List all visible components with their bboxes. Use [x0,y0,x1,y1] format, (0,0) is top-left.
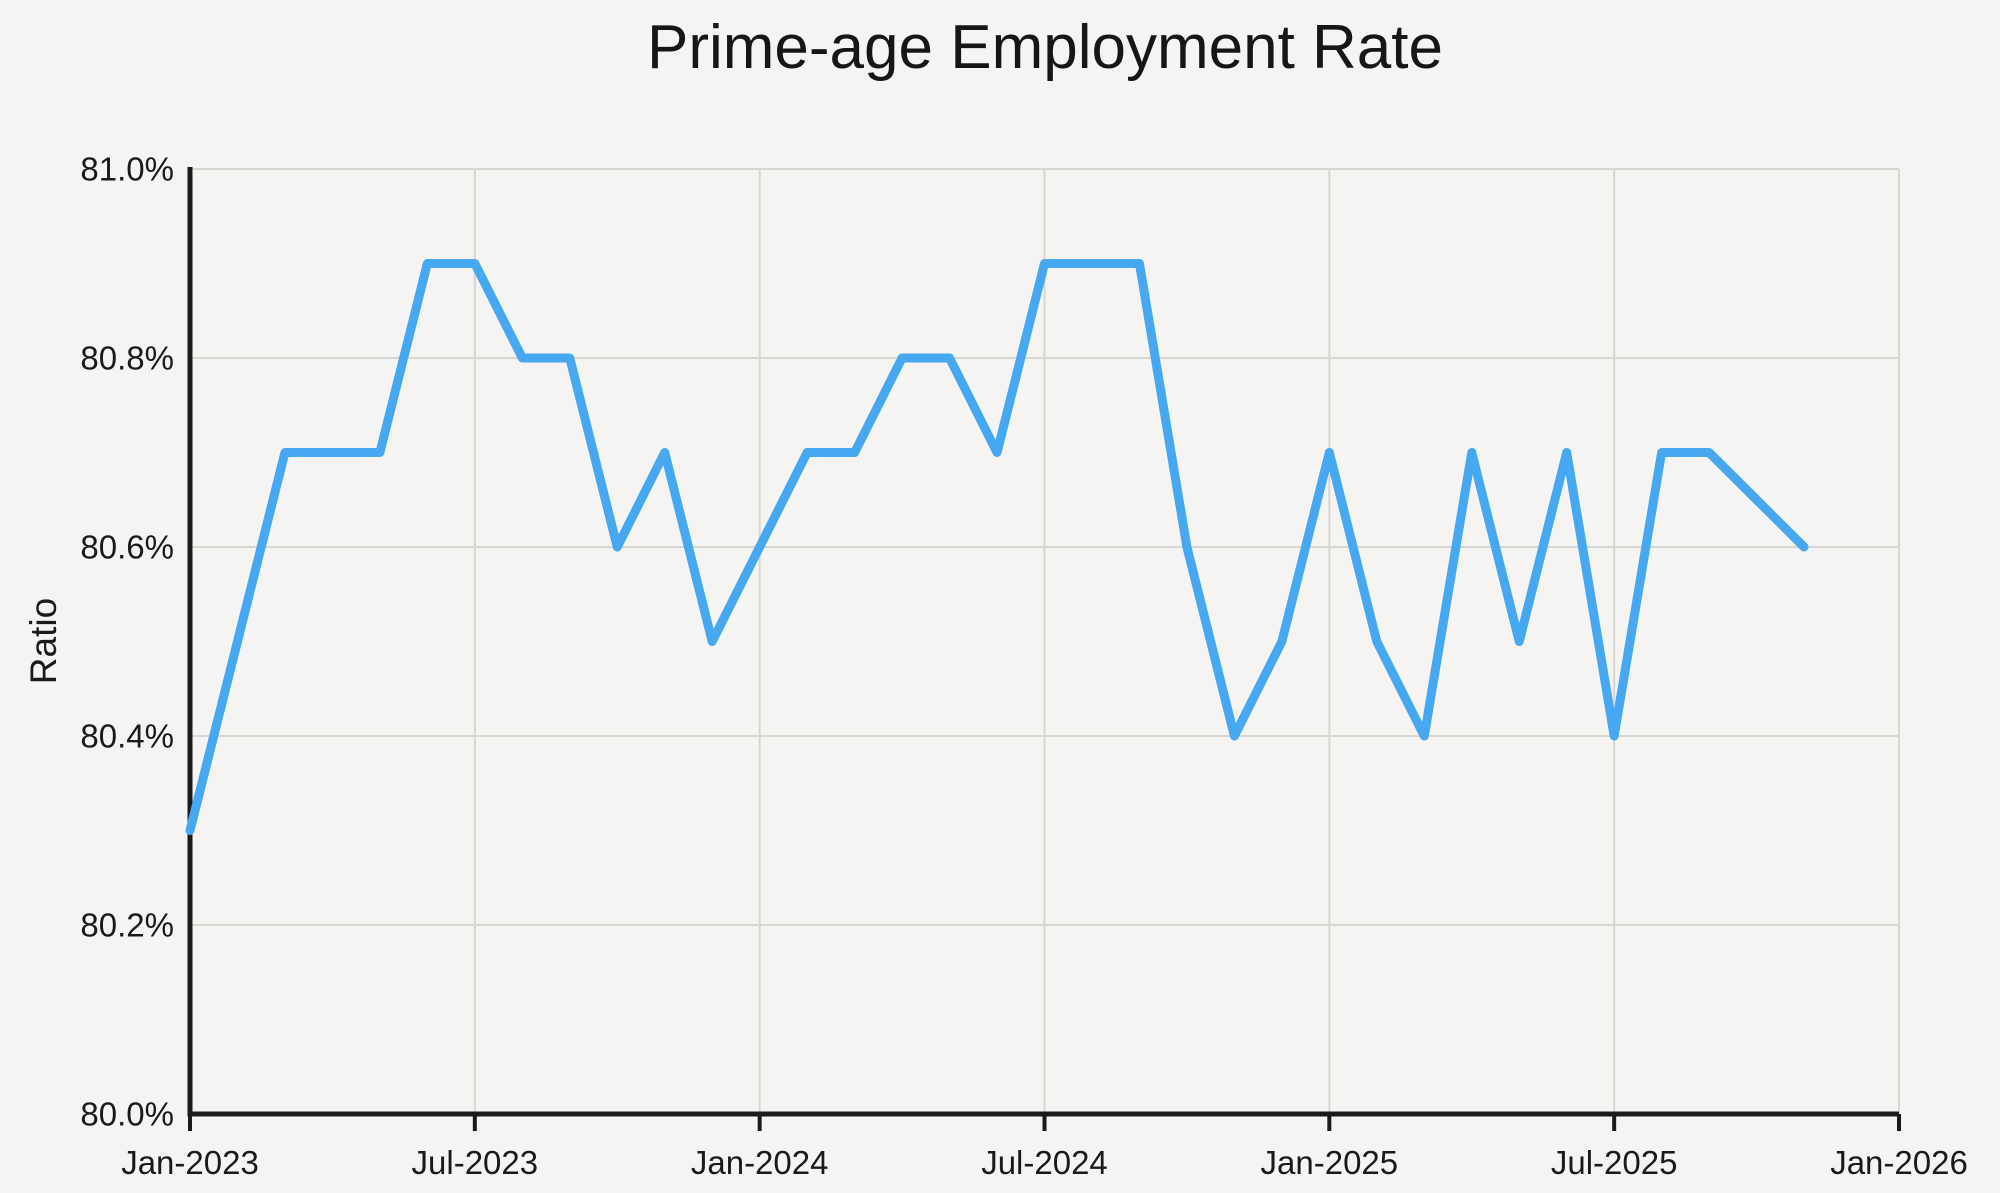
x-tick-label: Jan-2026 [1830,1144,1968,1181]
x-tick-label: Jul-2025 [1551,1144,1678,1181]
y-tick-label: 81.0% [80,151,174,188]
y-tick-label: 80.0% [80,1096,174,1133]
x-tick-label: Jan-2024 [691,1144,829,1181]
y-tick-label: 80.4% [80,718,174,755]
x-tick-label: Jan-2025 [1261,1144,1399,1181]
chart-title: Prime-age Employment Rate [647,13,1443,82]
x-tick-label: Jan-2023 [121,1144,259,1181]
y-tick-label: 80.8% [80,340,174,377]
employment-rate-line [185,259,1809,835]
y-tick-label: 80.2% [80,907,174,944]
y-axis-title: Ratio [23,597,64,685]
y-tick-label: 80.6% [80,529,174,566]
x-tick-label: Jul-2023 [412,1144,539,1181]
x-tick-label: Jul-2024 [981,1144,1108,1181]
